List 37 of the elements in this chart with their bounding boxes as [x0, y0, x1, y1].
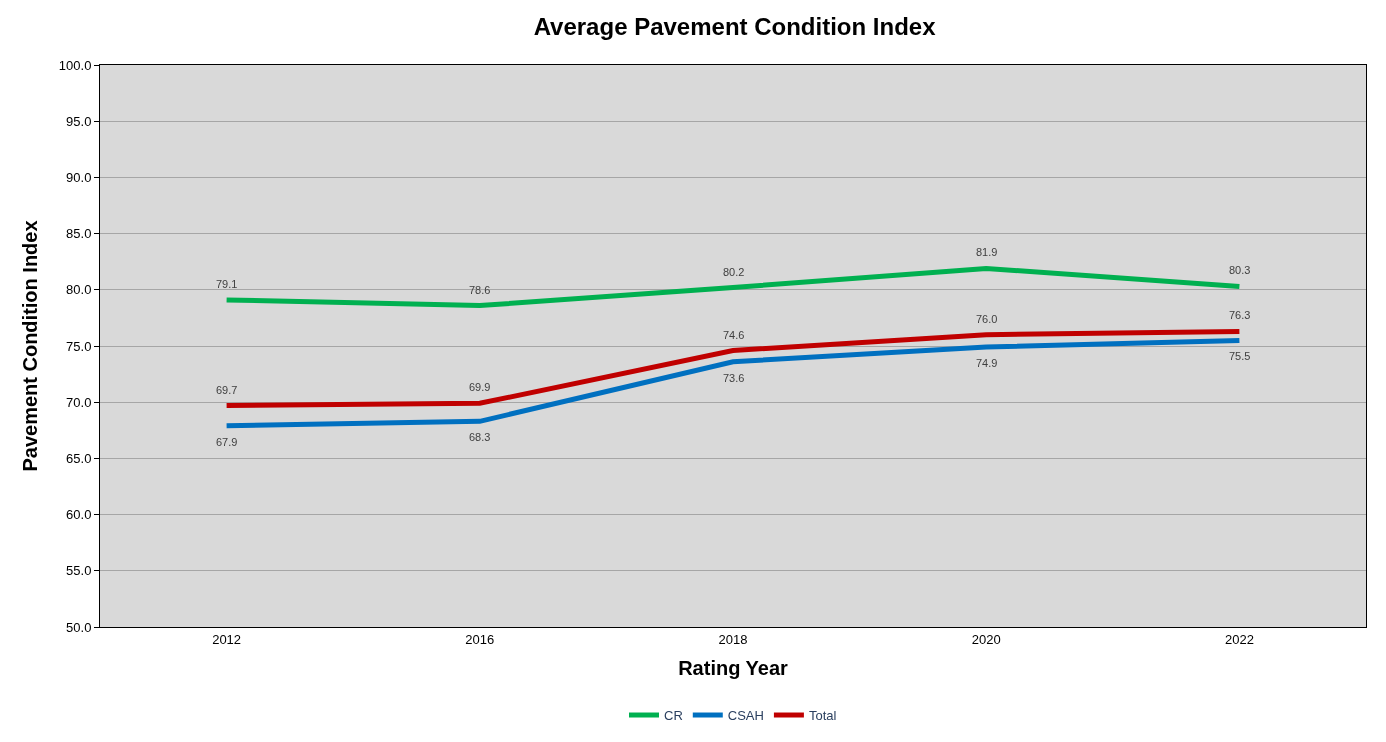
chart-title: Average Pavement Condition Index — [533, 13, 937, 41]
x-tick-label: 2020 — [971, 631, 1001, 647]
y-tick-label: 100.0 — [58, 57, 92, 73]
data-label: 75.5 — [1229, 350, 1251, 362]
legend-label: Total — [808, 708, 837, 724]
data-label: 69.9 — [469, 381, 491, 393]
y-tick-label: 65.0 — [66, 450, 92, 466]
x-tick-label: 2016 — [465, 631, 495, 647]
data-label: 76.3 — [1229, 309, 1251, 321]
legend-label: CSAH — [727, 708, 764, 724]
y-tick-label: 80.0 — [66, 282, 92, 298]
y-tick-label: 50.0 — [66, 619, 92, 635]
data-label: 80.2 — [723, 266, 745, 278]
data-label: 69.7 — [216, 384, 238, 396]
data-label: 67.9 — [216, 436, 238, 448]
y-tick-label: 85.0 — [66, 226, 92, 242]
legend-label: CR — [664, 708, 683, 724]
y-tick-label: 95.0 — [66, 113, 92, 129]
data-label: 79.1 — [216, 278, 238, 290]
data-label: 74.9 — [976, 357, 998, 369]
y-tick-label: 70.0 — [66, 394, 92, 410]
data-label: 68.3 — [469, 431, 491, 443]
data-label: 81.9 — [976, 246, 998, 258]
x-axis-title: Rating Year — [678, 657, 789, 680]
x-tick-label: 2022 — [1224, 631, 1254, 647]
data-label: 74.6 — [723, 329, 745, 341]
y-tick-label: 60.0 — [66, 507, 92, 523]
data-label: 78.6 — [469, 284, 491, 296]
data-label: 76.0 — [976, 313, 998, 325]
y-tick-label: 55.0 — [66, 563, 92, 579]
y-tick-label: 75.0 — [66, 338, 92, 354]
x-tick-label: 2018 — [718, 631, 748, 647]
data-label: 73.6 — [723, 372, 745, 384]
y-axis-title: Pavement Condition Index — [19, 220, 42, 472]
data-label: 80.3 — [1229, 264, 1251, 276]
x-tick-label: 2012 — [212, 631, 242, 647]
y-tick-label: 90.0 — [66, 169, 92, 185]
